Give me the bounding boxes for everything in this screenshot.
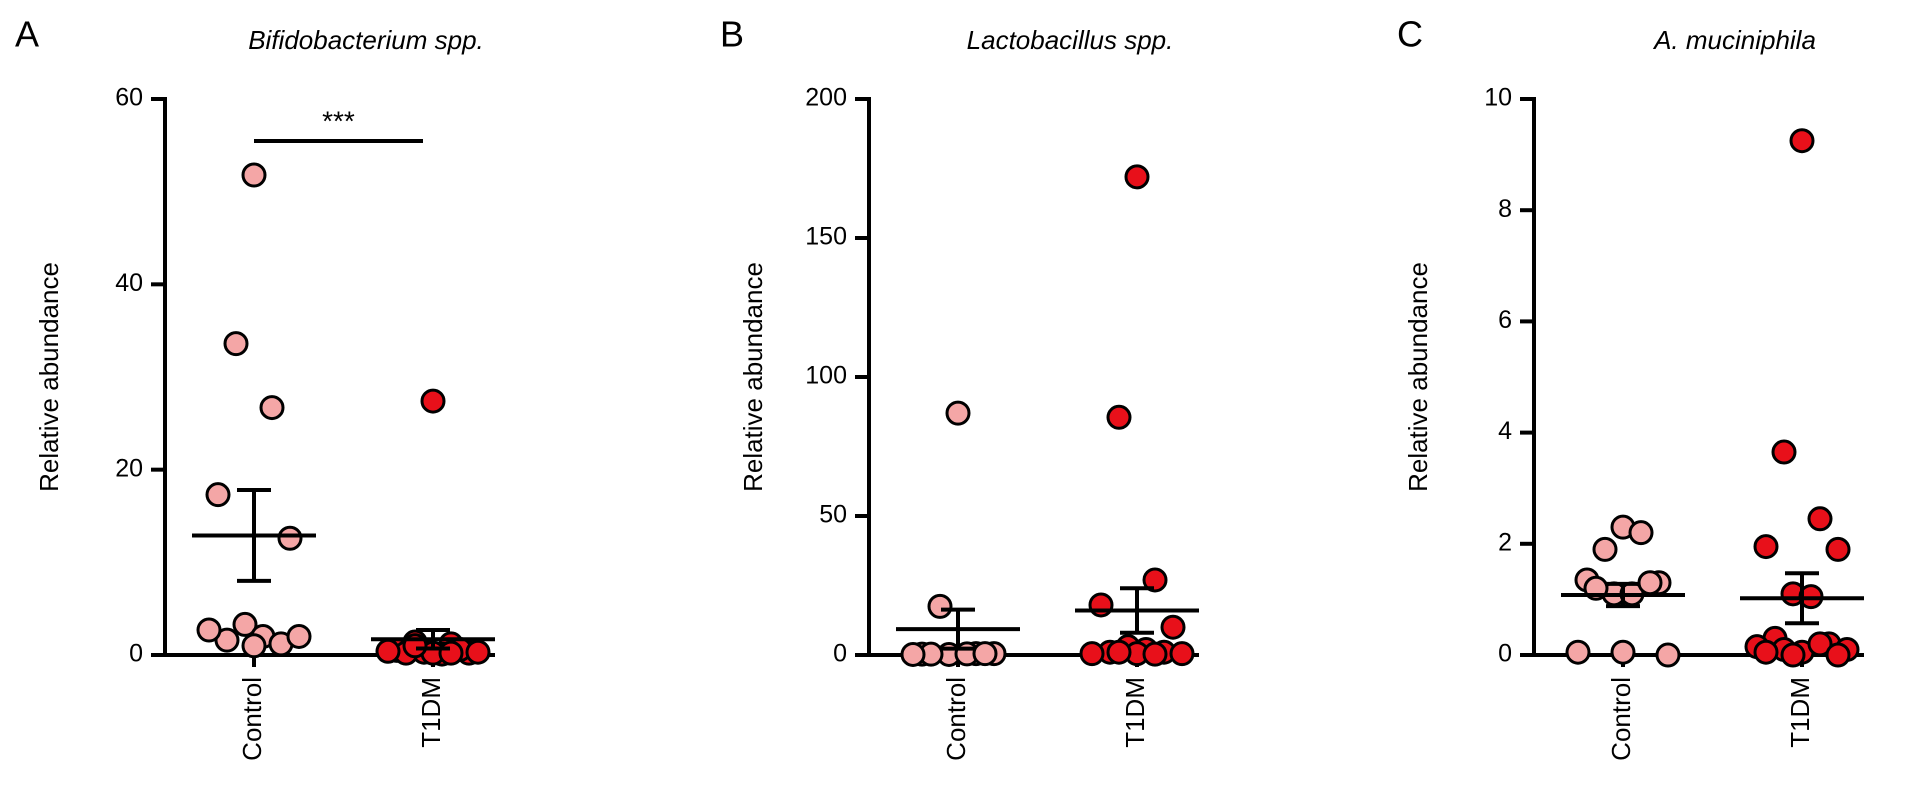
- data-point: [1771, 439, 1797, 465]
- data-point: [205, 482, 231, 508]
- panel-title: Bifidobacterium spp.: [248, 25, 484, 55]
- y-tick-label: 60: [115, 84, 143, 112]
- panel-title: Lactobacillus spp.: [967, 25, 1174, 55]
- data-point: [232, 611, 258, 637]
- data-point: [1079, 641, 1105, 667]
- data-point: [375, 638, 401, 664]
- data-point: [1825, 536, 1851, 562]
- y-tick-label: 10: [1484, 84, 1512, 112]
- data-point: [945, 400, 971, 426]
- data-point: [1825, 642, 1851, 668]
- data-point: [1753, 639, 1779, 665]
- data-point: [1628, 520, 1654, 546]
- data-point: [1160, 614, 1186, 640]
- y-tick-label: 20: [115, 454, 143, 482]
- data-point: [1637, 570, 1663, 596]
- data-point: [1807, 506, 1833, 532]
- y-axis-label: Relative abundance: [738, 262, 768, 492]
- data-point: [1655, 642, 1681, 668]
- data-point: [1106, 639, 1132, 665]
- data-point: [1610, 639, 1636, 665]
- x-tick-label: T1DM: [1120, 677, 1150, 748]
- data-point: [1088, 592, 1114, 618]
- data-point: [1124, 164, 1150, 190]
- y-tick-label: 150: [805, 223, 847, 251]
- y-tick-label: 200: [805, 84, 847, 112]
- data-point: [900, 641, 926, 667]
- data-point: [259, 395, 285, 421]
- panel-label: A: [15, 14, 39, 55]
- x-tick-label: Control: [1606, 677, 1636, 761]
- data-point: [1142, 641, 1168, 667]
- x-tick-label: T1DM: [416, 677, 446, 748]
- y-tick-label: 6: [1498, 306, 1512, 334]
- data-point: [277, 525, 303, 551]
- significance-label: ***: [322, 105, 355, 136]
- data-point: [927, 593, 953, 619]
- y-tick-label: 0: [1498, 640, 1512, 668]
- panel-label: C: [1397, 14, 1423, 55]
- panel-title: A. muciniphila: [1652, 25, 1816, 55]
- y-axis-label: Relative abundance: [34, 262, 64, 492]
- data-point: [1780, 642, 1806, 668]
- data-point: [465, 639, 491, 665]
- x-tick-label: Control: [237, 677, 267, 761]
- data-point: [1142, 567, 1168, 593]
- panel-label: B: [720, 14, 744, 55]
- data-point: [1169, 641, 1195, 667]
- y-tick-label: 0: [833, 640, 847, 668]
- data-point: [286, 623, 312, 649]
- data-point: [972, 641, 998, 667]
- y-tick-label: 0: [129, 640, 143, 668]
- data-point: [1753, 534, 1779, 560]
- x-tick-label: T1DM: [1785, 677, 1815, 748]
- data-point: [1789, 128, 1815, 154]
- y-axis-label: Relative abundance: [1403, 262, 1433, 492]
- y-tick-label: 2: [1498, 528, 1512, 556]
- data-point: [241, 633, 267, 659]
- y-tick-label: 4: [1498, 417, 1512, 445]
- data-point: [1807, 631, 1833, 657]
- y-tick-label: 40: [115, 269, 143, 297]
- data-point: [438, 640, 464, 666]
- data-point: [223, 331, 249, 357]
- data-point: [420, 388, 446, 414]
- y-tick-label: 100: [805, 362, 847, 390]
- data-point: [196, 617, 222, 643]
- y-tick-label: 8: [1498, 195, 1512, 223]
- y-tick-label: 50: [819, 501, 847, 529]
- data-point: [1592, 536, 1618, 562]
- data-point: [241, 162, 267, 188]
- data-point: [1565, 639, 1591, 665]
- x-tick-label: Control: [941, 677, 971, 761]
- data-point: [1106, 404, 1132, 430]
